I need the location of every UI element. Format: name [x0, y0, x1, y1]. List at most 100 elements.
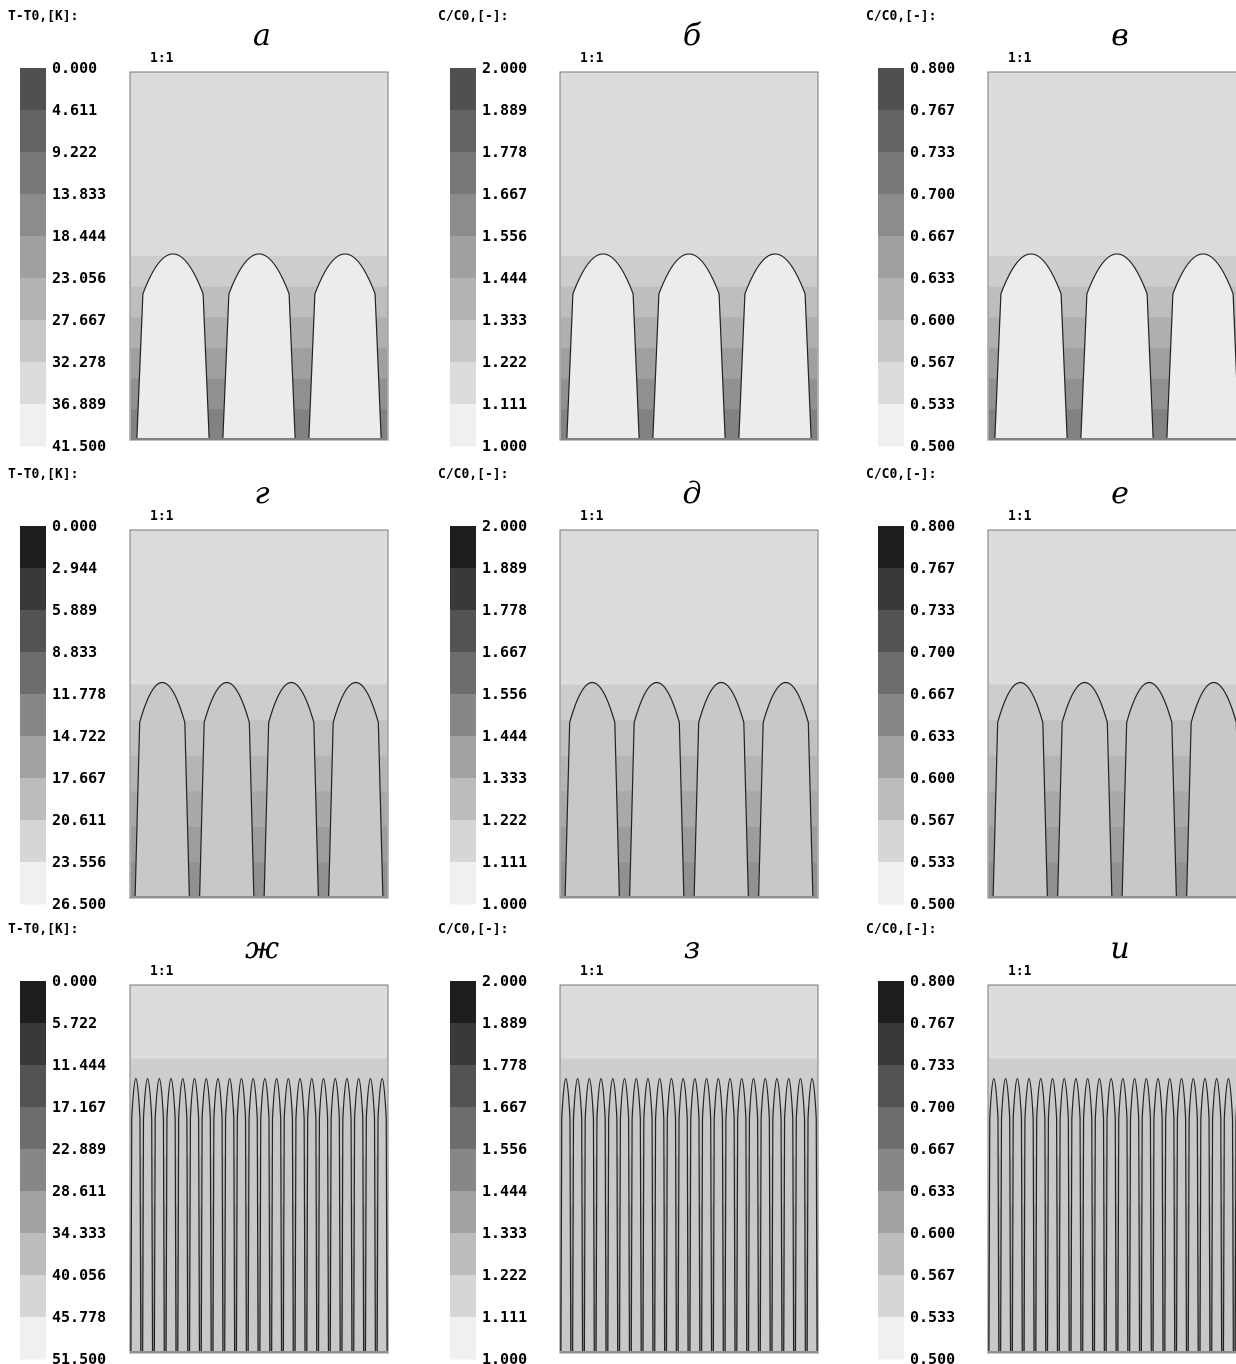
colorbar-label: 0.733 [910, 601, 955, 619]
dendrite [1046, 1078, 1059, 1352]
dendrite [136, 253, 210, 439]
colorbar-band [20, 778, 46, 821]
colorbar-label: 0.600 [910, 1224, 955, 1242]
colorbar-band [878, 694, 904, 737]
panel-letter: д [682, 476, 701, 511]
colorbar-band [878, 1275, 904, 1318]
dendrite [1000, 1078, 1012, 1352]
colorbar-band [450, 320, 476, 363]
dendrite [992, 681, 1048, 897]
colorbar-label: 2.000 [482, 517, 527, 535]
colorbar-label: 1.667 [482, 643, 527, 661]
colorbar-label: 0.533 [910, 395, 955, 413]
colorbar-band [20, 68, 46, 111]
colorbar-label: 1.000 [482, 437, 527, 455]
dendrite [306, 1078, 318, 1352]
dendrite [247, 1078, 259, 1352]
colorbar-label: 20.611 [52, 811, 106, 829]
colorbar-band [20, 404, 46, 447]
colorbar-label: 0.800 [910, 59, 955, 77]
colorbar-label: 0.700 [910, 1098, 955, 1116]
dendrite [1105, 1078, 1117, 1352]
dendrite [263, 681, 319, 897]
panel-letter: ж [245, 931, 279, 966]
colorbar-label: 1.778 [482, 1056, 527, 1074]
dendrite [294, 1078, 306, 1352]
dendrite [142, 1078, 154, 1352]
dendrite [689, 1078, 701, 1352]
colorbar-band [20, 694, 46, 737]
colorbar-band [878, 1065, 904, 1108]
dendrite [1070, 1078, 1082, 1352]
dendrite [652, 253, 726, 439]
dendrite [783, 1078, 795, 1352]
dendrite [712, 1078, 724, 1352]
dendrite [1166, 253, 1236, 439]
panel-letter: а [253, 18, 271, 53]
colorbar-band [20, 1191, 46, 1234]
colorbar-label: 1.222 [482, 811, 527, 829]
colorbar-band [450, 610, 476, 653]
dendrite [806, 1078, 818, 1352]
panel-letter: в [1111, 18, 1128, 53]
colorbar-band [450, 1065, 476, 1108]
panel-letter: и [1110, 931, 1129, 966]
colorbar-band [878, 404, 904, 447]
panel-letter: з [684, 931, 700, 966]
colorbar-band [878, 194, 904, 237]
dendrite [1164, 1078, 1176, 1352]
colorbar-label: 9.222 [52, 143, 97, 161]
colorbar-label: 1.111 [482, 395, 527, 413]
dendrite [1140, 1078, 1152, 1352]
dendrite [1175, 1078, 1188, 1352]
colorbar-band [20, 236, 46, 279]
colorbar-label: 34.333 [52, 1224, 106, 1242]
colorbar-title: T-T0,[K]: [8, 467, 78, 482]
colorbar-label: 45.778 [52, 1308, 106, 1326]
colorbar-title: T-T0,[K]: [8, 922, 78, 937]
colorbar-label: 8.833 [52, 643, 97, 661]
dendrite [259, 1078, 271, 1352]
colorbar-label: 0.500 [910, 1350, 955, 1364]
colorbar-band [878, 1107, 904, 1150]
colorbar-label: 1.556 [482, 685, 527, 703]
dendrite [701, 1078, 713, 1352]
dendrite [1117, 1078, 1129, 1352]
scale-label: 1:1 [1008, 509, 1032, 524]
colorbar-label: 1.000 [482, 895, 527, 913]
colorbar-label: 0.633 [910, 269, 955, 287]
colorbar-label: 0.000 [52, 517, 97, 535]
panel-letter: е [1111, 476, 1129, 511]
colorbar-band [20, 1317, 46, 1360]
dendrite [693, 681, 749, 897]
colorbar-band [878, 652, 904, 695]
dendrite [665, 1078, 677, 1352]
dendrite [630, 1078, 642, 1352]
dendrite [566, 253, 640, 439]
colorbar-band [450, 568, 476, 611]
colorbar-label: 1.889 [482, 101, 527, 119]
colorbar-label: 0.567 [910, 353, 955, 371]
colorbar-label: 0.733 [910, 1056, 955, 1074]
colorbar-band [450, 152, 476, 195]
dendrite [758, 681, 814, 897]
colorbar-label: 1.333 [482, 1224, 527, 1242]
colorbar-band [450, 362, 476, 405]
dendrite [738, 253, 812, 439]
colorbar-label: 2.000 [482, 972, 527, 990]
colorbar-label: 40.056 [52, 1266, 106, 1284]
colorbar-title: C/C0,[-]: [866, 9, 936, 24]
colorbar-label: 0.767 [910, 559, 955, 577]
colorbar-band [20, 652, 46, 695]
colorbar-label: 1.556 [482, 1140, 527, 1158]
dendrite [328, 681, 384, 897]
colorbar-label: 0.733 [910, 143, 955, 161]
colorbar-band [450, 68, 476, 111]
colorbar-label: 26.500 [52, 895, 106, 913]
colorbar-label: 0.800 [910, 517, 955, 535]
scale-label: 1:1 [150, 964, 174, 979]
dendrite [364, 1078, 376, 1352]
colorbar-label: 1.111 [482, 853, 527, 871]
dendrite [1187, 1078, 1199, 1352]
dendrite [724, 1078, 736, 1352]
